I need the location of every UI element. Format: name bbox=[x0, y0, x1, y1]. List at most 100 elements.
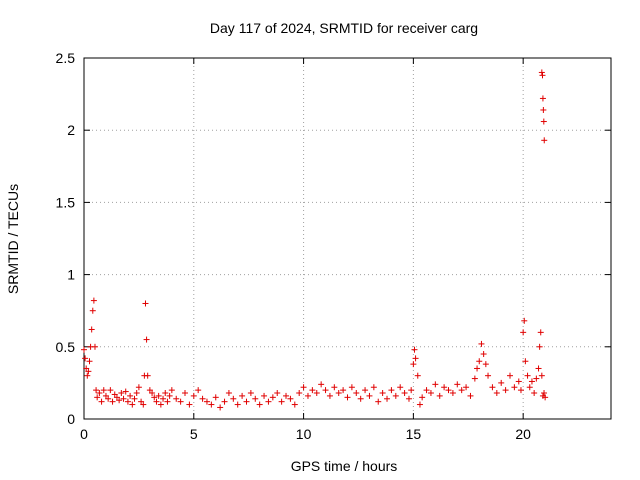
data-point bbox=[540, 106, 547, 113]
chart-title: Day 117 of 2024, SRMTID for receiver car… bbox=[210, 20, 478, 36]
data-point bbox=[370, 384, 377, 391]
x-axis-label: GPS time / hours bbox=[291, 458, 398, 474]
data-point bbox=[445, 387, 452, 394]
data-point bbox=[357, 395, 364, 402]
data-point bbox=[212, 394, 219, 401]
grid-lines bbox=[84, 58, 611, 419]
axis-ticks bbox=[83, 57, 611, 420]
data-point bbox=[287, 395, 294, 402]
data-point bbox=[278, 398, 285, 405]
data-point bbox=[476, 358, 483, 365]
data-point bbox=[89, 307, 96, 314]
data-point bbox=[151, 394, 158, 401]
data-point bbox=[467, 392, 474, 399]
y-tick-label: 1 bbox=[67, 267, 75, 283]
y-axis-label: SRMTID / TECUs bbox=[5, 184, 21, 294]
data-point bbox=[458, 387, 465, 394]
data-point bbox=[84, 372, 91, 379]
data-point bbox=[506, 372, 513, 379]
data-point bbox=[471, 375, 478, 382]
data-point bbox=[427, 390, 434, 397]
data-point bbox=[541, 390, 548, 397]
data-point bbox=[454, 381, 461, 388]
data-point bbox=[401, 390, 408, 397]
data-point bbox=[274, 390, 281, 397]
y-tick-label: 2.5 bbox=[56, 50, 76, 66]
data-point bbox=[265, 398, 272, 405]
data-point bbox=[536, 343, 543, 350]
data-point bbox=[362, 387, 369, 394]
data-point bbox=[86, 358, 93, 365]
data-point bbox=[186, 401, 193, 408]
data-point bbox=[540, 118, 547, 125]
data-point bbox=[366, 392, 373, 399]
data-point bbox=[173, 395, 180, 402]
data-point bbox=[269, 394, 276, 401]
data-point bbox=[533, 375, 540, 382]
data-point bbox=[541, 137, 548, 144]
data-point bbox=[441, 384, 448, 391]
data-point bbox=[190, 392, 197, 399]
data-point bbox=[482, 361, 489, 368]
data-point bbox=[463, 384, 470, 391]
data-point bbox=[96, 390, 103, 397]
data-point bbox=[326, 392, 333, 399]
data-point bbox=[182, 390, 189, 397]
data-point bbox=[153, 398, 160, 405]
data-point bbox=[120, 395, 127, 402]
y-tick-label: 0.5 bbox=[56, 339, 76, 355]
data-point bbox=[116, 397, 123, 404]
data-point bbox=[537, 329, 544, 336]
data-point bbox=[340, 387, 347, 394]
tick-labels: 0 5 10 15 20 0 0.5 1 1.5 2 2.5 bbox=[56, 50, 532, 442]
data-point bbox=[528, 378, 535, 385]
data-point bbox=[129, 401, 136, 408]
data-point bbox=[515, 378, 522, 385]
data-point bbox=[531, 390, 538, 397]
data-point bbox=[412, 355, 419, 362]
data-point bbox=[230, 395, 237, 402]
data-point bbox=[304, 392, 311, 399]
data-point bbox=[414, 372, 421, 379]
data-point bbox=[291, 401, 298, 408]
data-point bbox=[157, 401, 164, 408]
x-tick-label: 20 bbox=[515, 426, 531, 442]
data-point bbox=[203, 398, 210, 405]
data-point bbox=[416, 401, 423, 408]
y-tick-label: 2 bbox=[67, 122, 75, 138]
data-point bbox=[522, 358, 529, 365]
data-point bbox=[155, 392, 162, 399]
data-point bbox=[81, 346, 87, 353]
data-point bbox=[90, 297, 97, 304]
data-point bbox=[124, 398, 131, 405]
data-point bbox=[331, 384, 338, 391]
data-points bbox=[81, 69, 549, 411]
data-point bbox=[392, 392, 399, 399]
data-point bbox=[85, 368, 92, 375]
data-point bbox=[538, 372, 545, 379]
data-point bbox=[344, 394, 351, 401]
data-point bbox=[162, 390, 169, 397]
data-point bbox=[140, 401, 147, 408]
data-point bbox=[408, 387, 415, 394]
data-point bbox=[318, 381, 325, 388]
data-point bbox=[526, 384, 533, 391]
data-point bbox=[195, 387, 202, 394]
data-point bbox=[131, 395, 138, 402]
data-point bbox=[107, 387, 114, 394]
data-point bbox=[252, 395, 259, 402]
data-point bbox=[221, 398, 228, 405]
data-point bbox=[160, 395, 167, 402]
data-point bbox=[436, 392, 443, 399]
data-point bbox=[199, 395, 206, 402]
data-point bbox=[118, 390, 125, 397]
data-point bbox=[539, 72, 546, 79]
data-point bbox=[388, 387, 395, 394]
data-point bbox=[313, 390, 320, 397]
data-point bbox=[166, 392, 173, 399]
data-point bbox=[511, 384, 518, 391]
plot-frame bbox=[83, 57, 612, 420]
data-point bbox=[164, 398, 171, 405]
data-point bbox=[109, 398, 116, 405]
data-point bbox=[143, 336, 150, 343]
